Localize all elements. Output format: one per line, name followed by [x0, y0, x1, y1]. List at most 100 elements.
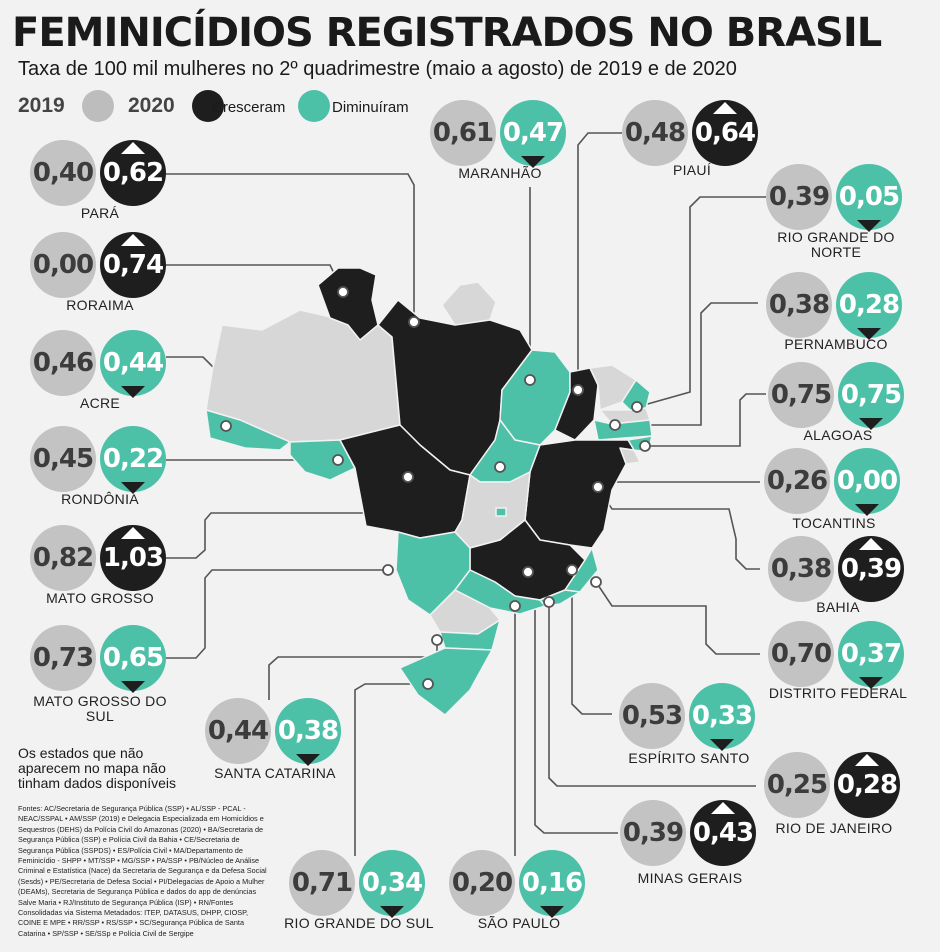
value-2019-distrito-federal: 0,70 [768, 621, 834, 687]
leader-line-distrito-federal [595, 581, 760, 655]
leader-line-pernambuco [615, 302, 758, 426]
state-name-santa-catarina: SANTA CATARINA [214, 765, 336, 781]
value-2019-santa-catarina: 0,44 [205, 698, 271, 764]
value-2019-acre: 0,46 [30, 330, 96, 396]
trend-up-icon-roraima [121, 234, 145, 246]
legend-decreased-swatch [298, 90, 330, 122]
state-name-para: PARÁ [80, 205, 120, 221]
legend-increased-label: Cresceram [212, 99, 286, 116]
value-2019-piaui: 0,48 [622, 100, 688, 166]
value-2020-santa-catarina: 0,38 [275, 698, 341, 764]
trend-down-icon-rio-grande-do-norte [857, 220, 881, 232]
leader-line-minas-gerais [527, 571, 618, 834]
state-shape-acre [205, 409, 291, 451]
state-shape-espirito-santo [564, 547, 599, 593]
value-2019-mato-grosso: 0,82 [30, 525, 96, 591]
state-name-mato-grosso: MATO GROSSO [46, 590, 154, 606]
marker-pernambuco [609, 419, 621, 431]
state-name-distrito-federal: DISTRITO FEDERAL [768, 685, 908, 701]
trend-down-icon-pernambuco [857, 328, 881, 340]
value-2019-para: 0,40 [30, 140, 96, 206]
state-shape-rio-grande-do-norte [621, 379, 651, 411]
value-2020-mato-grosso-do-sul: 0,65 [100, 625, 166, 691]
trend-up-icon-para [121, 142, 145, 154]
state-name-mato-grosso-do-sul: MATO GROSSO DO SUL [33, 693, 167, 724]
state-shape-roraima [317, 267, 379, 341]
state-name-rio-grande-do-norte: RIO GRANDE DO NORTE [777, 229, 895, 260]
value-2019-rondonia: 0,45 [30, 426, 96, 492]
leader-line-rio-grande-do-norte [636, 196, 766, 408]
trend-down-icon-tocantins [855, 504, 879, 516]
value-2020-espirito-santo: 0,33 [689, 683, 755, 749]
leader-line-rio-de-janeiro [548, 602, 756, 787]
state-name-minas-gerais: MINAS GERAIS [637, 870, 743, 886]
state-shape-distrito-federal [495, 507, 507, 517]
leader-line-roraima [166, 264, 344, 293]
value-2019-tocantins: 0,26 [764, 448, 830, 514]
trend-down-icon-maranhao [521, 156, 545, 168]
state-name-espirito-santo: ESPÍRITO SANTO [628, 750, 750, 766]
marker-roraima [337, 286, 349, 298]
marker-sao-paulo [509, 600, 521, 612]
page-subtitle: Taxa de 100 mil mulheres no 2º quadrimes… [18, 58, 737, 80]
marker-espirito-santo [566, 564, 578, 576]
state-name-alagoas: ALAGOAS [803, 427, 873, 443]
trend-down-icon-rio-grande-do-sul [380, 906, 404, 918]
value-2020-maranhao: 0,47 [500, 100, 566, 166]
marker-minas-gerais [522, 566, 534, 578]
marker-rio-grande-do-norte [631, 401, 643, 413]
marker-tocantins [494, 461, 506, 473]
marker-piaui [572, 384, 584, 396]
trend-up-icon-rio-de-janeiro [855, 754, 879, 766]
trend-down-icon-acre [121, 386, 145, 398]
value-2019-bahia: 0,38 [768, 536, 834, 602]
trend-down-icon-rondonia [121, 482, 145, 494]
marker-alagoas [639, 440, 651, 452]
value-2019-rio-grande-do-norte: 0,39 [766, 164, 832, 230]
value-2019-espirito-santo: 0,53 [619, 683, 685, 749]
state-name-roraima: RORAIMA [66, 297, 134, 313]
state-shape-bahia [524, 439, 635, 549]
trend-up-icon-minas-gerais [711, 802, 735, 814]
leader-line-alagoas [645, 393, 766, 447]
trend-down-icon-sao-paulo [540, 906, 564, 918]
value-2019-rio-grande-do-sul: 0,71 [289, 850, 355, 916]
value-2019-rio-de-janeiro: 0,25 [764, 752, 830, 818]
value-2020-mato-grosso: 1,03 [100, 525, 166, 591]
state-name-rio-de-janeiro: RIO DE JANEIRO [775, 820, 893, 836]
value-2019-alagoas: 0,75 [768, 362, 834, 428]
value-2020-distrito-federal: 0,37 [838, 621, 904, 687]
value-2020-bahia: 0,39 [838, 536, 904, 602]
marker-rio-de-janeiro [543, 596, 555, 608]
legend-decreased-label: Diminuíram [332, 99, 409, 116]
sources-text: Fontes: AC/Secretaria de Segurança Públi… [18, 804, 267, 938]
value-2019-roraima: 0,00 [30, 232, 96, 298]
marker-rio-grande-do-sul [422, 678, 434, 690]
no-data-note: Os estados que não aparecem no mapa não … [18, 745, 176, 791]
state-name-rondonia: RONDÔNIA [61, 491, 139, 507]
state-shape-santa-catarina [439, 619, 501, 651]
marker-mato-grosso-do-sul [382, 564, 394, 576]
trend-down-icon-espirito-santo [710, 739, 734, 751]
leader-line-para [166, 173, 415, 322]
marker-mato-grosso [402, 471, 414, 483]
value-2019-pernambuco: 0,38 [766, 272, 832, 338]
value-2020-rio-grande-do-sul: 0,34 [359, 850, 425, 916]
states-shapes [205, 267, 653, 716]
leader-line-rio-grande-do-sul [354, 683, 428, 856]
state-name-pernambuco: PERNAMBUCO [784, 336, 888, 352]
map-markers [220, 286, 651, 690]
marker-para [408, 316, 420, 328]
trend-down-icon-alagoas [859, 418, 883, 430]
state-name-bahia: BAHIA [816, 599, 860, 615]
state-name-piaui: PIAUÍ [672, 162, 712, 178]
state-shape-rio-grande-do-sul [399, 647, 493, 716]
state-shape-maranhao [499, 349, 571, 446]
trend-down-icon-distrito-federal [859, 677, 883, 689]
state-name-acre: ACRE [79, 395, 121, 411]
state-name-sao-paulo: SÃO PAULO [477, 915, 561, 931]
leader-line-bahia [597, 486, 760, 570]
marker-acre [220, 420, 232, 432]
leader-line-espirito-santo [571, 570, 612, 715]
